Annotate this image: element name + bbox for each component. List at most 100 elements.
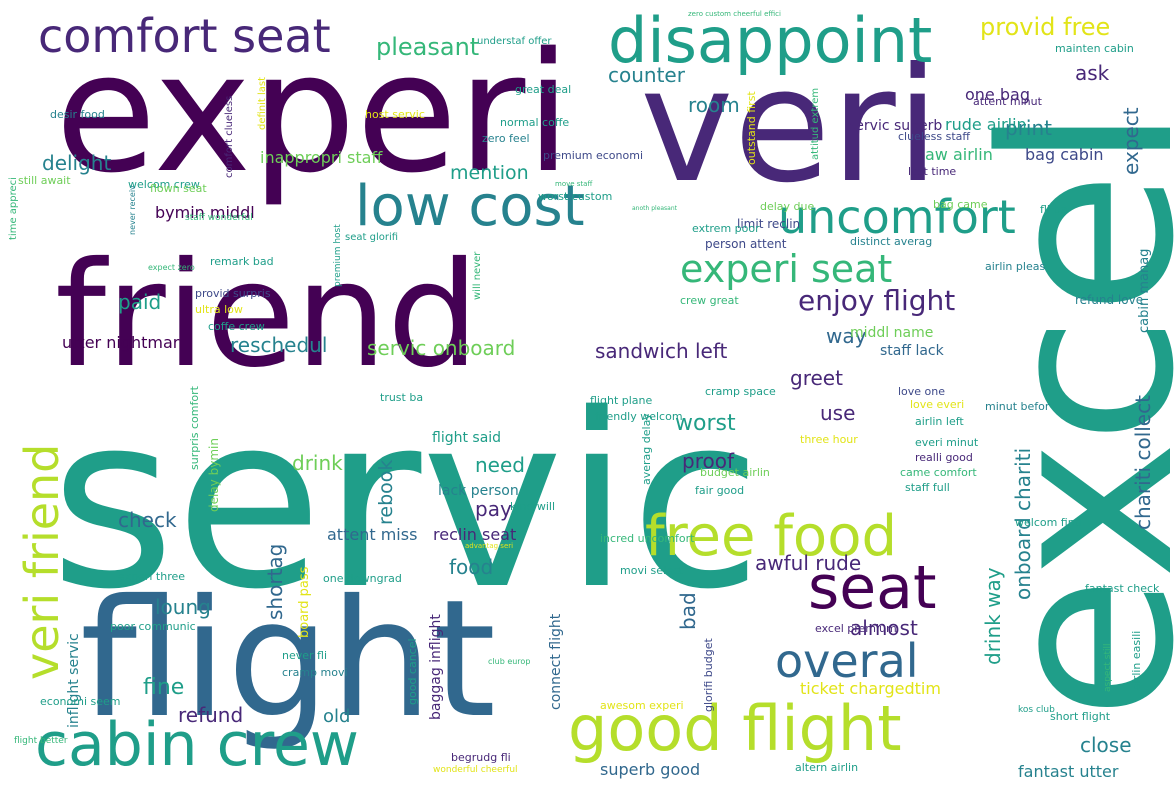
word-one-downgrad: one downgrad [323,572,402,585]
word-ticket-chargedtim: ticket chargedtim [800,679,941,698]
word-need: need [475,453,525,477]
word-kos-club: kos club [1018,705,1055,715]
word-airlin-left: airlin left [915,415,964,428]
word-pay: pay [475,497,512,521]
word-delight: delight [42,151,111,175]
word-movi-select: movi select [620,564,684,577]
word-staff-lack: staff lack [880,343,945,359]
word-flight-said: flight said [432,430,501,446]
word-premium-economi: premium economi [543,149,643,162]
word-enjoy-flight: enjoy flight [798,284,955,317]
word-room: room [688,93,740,117]
word-awful-rude: awful rude [755,551,861,575]
word-provid-free: provid free [980,13,1110,41]
word-friend: friend [55,231,479,400]
word-disappoint: disappoint [608,4,932,77]
word-kind-will: kind will [510,500,555,513]
word-realli-good: realli good [915,451,973,464]
word-seat-glorifi: seat glorifi [345,232,398,243]
word-middl-name: middl name [850,325,933,341]
word-cabin-crew: cabin crew [35,710,359,780]
word-greet: greet [790,366,843,390]
word-close: close [1080,733,1132,757]
word-staff-full: staff full [905,481,950,494]
word-flight-plane: flight plane [590,394,652,407]
word-poor-communic: poor communic [110,620,196,633]
word-refund: refund [178,703,243,727]
word-welcom-crew: welcom crew [128,178,200,191]
word-inflight-servic: inflight servic [66,633,82,728]
word-connect-flight: connect flight [548,613,564,710]
word-overal: overal [775,634,919,688]
word-board-pass: board pass [297,566,312,638]
word-reschedul: reschedul [230,333,327,357]
word-baggag-inflight: baggag inflight [428,614,444,720]
word-definit-last: definit last [257,77,268,130]
word-servic: servic [50,362,762,642]
word-minut-befor: minut befor [985,400,1050,413]
word-comfort-seat: comfort seat [38,9,331,63]
word-awesom-experi: awesom experi [600,699,684,712]
word-limit-reclin: limit reclin [737,217,800,231]
word-distinct-averag: distinct averag [850,235,932,248]
word-experi-seat: experi seat [680,247,892,291]
word-cramp-movi: cramp movi [282,666,348,679]
word-flight-better: flight better [14,736,68,746]
word-averag-delay: averag delay [640,413,653,485]
word-fantast-check: fantast check [1085,582,1160,595]
word-check: check [118,508,177,532]
word-chariti-collect: chariti collect [1131,395,1155,530]
word-superb-good: superb good [600,760,700,779]
word-zero-custom-cheerful-effici: zero custom cheerful effici [688,10,781,18]
word-paid: paid [118,290,161,314]
word-clueless-staff: clueless staff [898,130,970,143]
word-delay-bymin: delay bymin [207,438,221,512]
word-bad: bad [676,592,700,630]
word-bymin-middl: bymin middl [155,203,255,222]
word-expect: expect [1119,107,1143,175]
word-uncomfort: uncomfort [778,190,1016,244]
word-servic-superb: servic superb [848,118,942,134]
word-fair-good: fair good [695,484,744,497]
word-aspect-still: aspect still [1103,643,1113,692]
word-worst-custom: worst custom [538,190,612,203]
word-altern-airlin: altern airlin [795,761,858,774]
word-advantag-seri: advantag seri [465,542,513,550]
word-trust-ba: trust ba [380,391,423,404]
word-old: old [323,706,350,727]
word-airlin-pleas: airlin pleas [985,260,1045,273]
word-bag-cabin: bag cabin [1025,145,1104,164]
word-zero-feel: zero feel [482,132,530,145]
word-premium-host: premium host [333,224,343,287]
word-fantast-utter: fantast utter [1018,762,1119,781]
word-came-comfort: came comfort [900,466,977,479]
word-drink-way: drink way [981,567,1005,665]
word-desir-food: desir food [50,108,105,121]
word-one-bag: one bag [965,85,1030,104]
word-flown-seat: flown seat [150,182,207,195]
word-seat: seat [808,553,936,623]
word-provid-surpris: provid surpris [195,287,271,300]
word-reclin-seat: reclin seat [433,525,516,544]
word-fli-ba: fli ba [1040,203,1067,216]
word-attitud-extrem: attitud extrem [810,88,821,160]
word-rebook: rebook [375,460,397,525]
word-welcom-find: welcom find [1015,516,1082,529]
word-short-flight: short flight [1050,710,1111,723]
word-rude-airlin: rude airlin [945,115,1027,134]
word-proof: proof [682,449,735,473]
word-host-servic: host servic [365,108,425,121]
word-glorifi-budget: glorifi budget [702,638,715,712]
word-good-cancel: good cancel [406,638,419,705]
word-mention: mention [450,162,529,184]
word-bag-came: bag came [933,198,988,211]
word-flight: flight [80,566,496,754]
word-good-flight: good flight [568,692,902,765]
word-experi-three: experi three [118,570,185,583]
word-shortag: shortag [263,544,287,620]
word-never-fli: never fli [282,649,327,662]
word-drink: drink [292,451,343,475]
word-attent-minut: attent minut [973,95,1043,108]
